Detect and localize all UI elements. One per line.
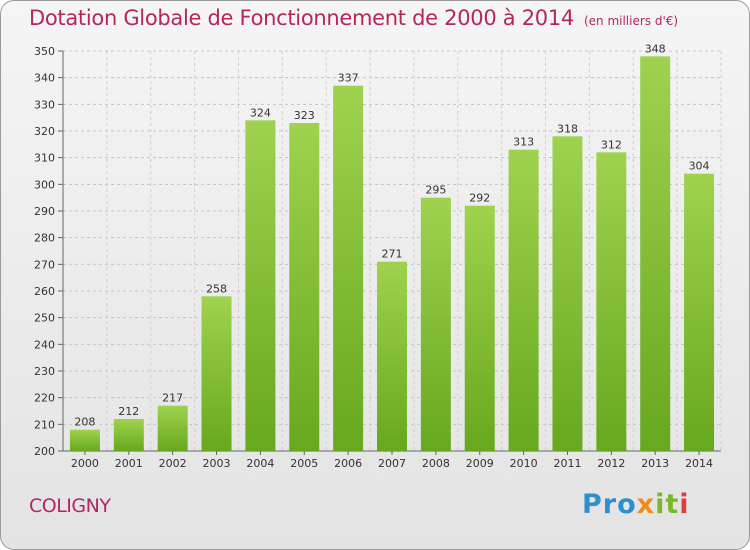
x-tick-label-2006: 2006	[334, 457, 362, 470]
bar-2006	[333, 85, 364, 452]
value-label-2003: 258	[206, 282, 227, 295]
x-tick-label-2013: 2013	[641, 457, 669, 470]
y-tick-label: 290	[34, 205, 55, 218]
bar-2014	[684, 173, 715, 451]
bar-2013	[640, 56, 671, 451]
x-tick-label-2014: 2014	[685, 457, 713, 470]
x-tick-label-2008: 2008	[422, 457, 450, 470]
bar-2009	[464, 205, 495, 451]
y-tick-label: 340	[34, 72, 55, 85]
logo-part-3: it	[655, 489, 680, 520]
bar-2008	[420, 197, 451, 451]
x-tick-label-2002: 2002	[159, 457, 187, 470]
bar-2002	[157, 405, 188, 451]
value-label-2000: 208	[74, 416, 95, 429]
x-tick-label-2010: 2010	[510, 457, 538, 470]
y-tick-label: 350	[34, 45, 55, 58]
y-tick-label: 220	[34, 392, 55, 405]
bar-2012	[596, 152, 627, 452]
chart-title: Dotation Globale de Fonctionnement de 20…	[29, 6, 678, 30]
logo-part-4: i	[679, 489, 690, 520]
y-tick-label: 330	[34, 98, 55, 111]
x-tick-label-2007: 2007	[378, 457, 406, 470]
value-label-2002: 217	[162, 392, 183, 405]
proxiti-logo: Proxiti	[582, 489, 690, 520]
bar-2003	[201, 296, 232, 451]
value-label-2006: 337	[338, 72, 359, 85]
value-label-2008: 295	[425, 184, 446, 197]
value-label-2004: 324	[250, 106, 271, 119]
y-tick-label: 310	[34, 152, 55, 165]
value-label-2010: 313	[513, 136, 534, 149]
y-tick-label: 250	[34, 312, 55, 325]
x-tick-label-2001: 2001	[115, 457, 143, 470]
chart-title-text: Dotation Globale de Fonctionnement de 20…	[29, 6, 574, 30]
y-tick-label: 270	[34, 258, 55, 271]
chart-unit-note: (en milliers d'€)	[583, 14, 679, 28]
x-tick-label-2000: 2000	[71, 457, 99, 470]
logo-part-1: Pro	[582, 489, 637, 520]
x-tick-label-2004: 2004	[246, 457, 274, 470]
y-tick-label: 300	[34, 178, 55, 191]
commune-name: COLIGNY	[29, 495, 111, 517]
y-tick-label: 240	[34, 338, 55, 351]
x-tick-label-2012: 2012	[597, 457, 625, 470]
bar-2004	[245, 120, 276, 451]
value-label-2009: 292	[469, 192, 490, 205]
value-label-2014: 304	[689, 160, 710, 173]
x-tick-label-2005: 2005	[290, 457, 318, 470]
value-label-2013: 348	[645, 42, 666, 55]
value-label-2001: 212	[118, 405, 139, 418]
logo-part-2: x	[636, 489, 656, 520]
x-tick-label-2003: 2003	[203, 457, 231, 470]
y-tick-label: 260	[34, 285, 55, 298]
bar-2005	[289, 123, 320, 451]
value-label-2007: 271	[382, 248, 403, 261]
value-label-2011: 318	[557, 122, 578, 135]
bars	[69, 56, 715, 452]
x-tick-label-2009: 2009	[466, 457, 494, 470]
value-label-2005: 323	[294, 109, 315, 122]
y-tick-label: 320	[34, 125, 55, 138]
bar-2007	[377, 261, 407, 451]
y-tick-label: 280	[34, 232, 55, 245]
bar-2010	[508, 149, 539, 451]
y-tick-label: 230	[34, 365, 55, 378]
value-label-2012: 312	[601, 138, 622, 151]
bar-2001	[113, 419, 144, 451]
y-tick-label: 210	[34, 418, 55, 431]
y-tick-label: 200	[34, 445, 55, 458]
data-labels: 208 212 217 258 324 323 337 271 295 292 313 318 312 3…	[74, 42, 709, 428]
bar-2011	[552, 136, 583, 452]
x-tick-label-2011: 2011	[553, 457, 581, 470]
bar-2000	[69, 429, 100, 451]
